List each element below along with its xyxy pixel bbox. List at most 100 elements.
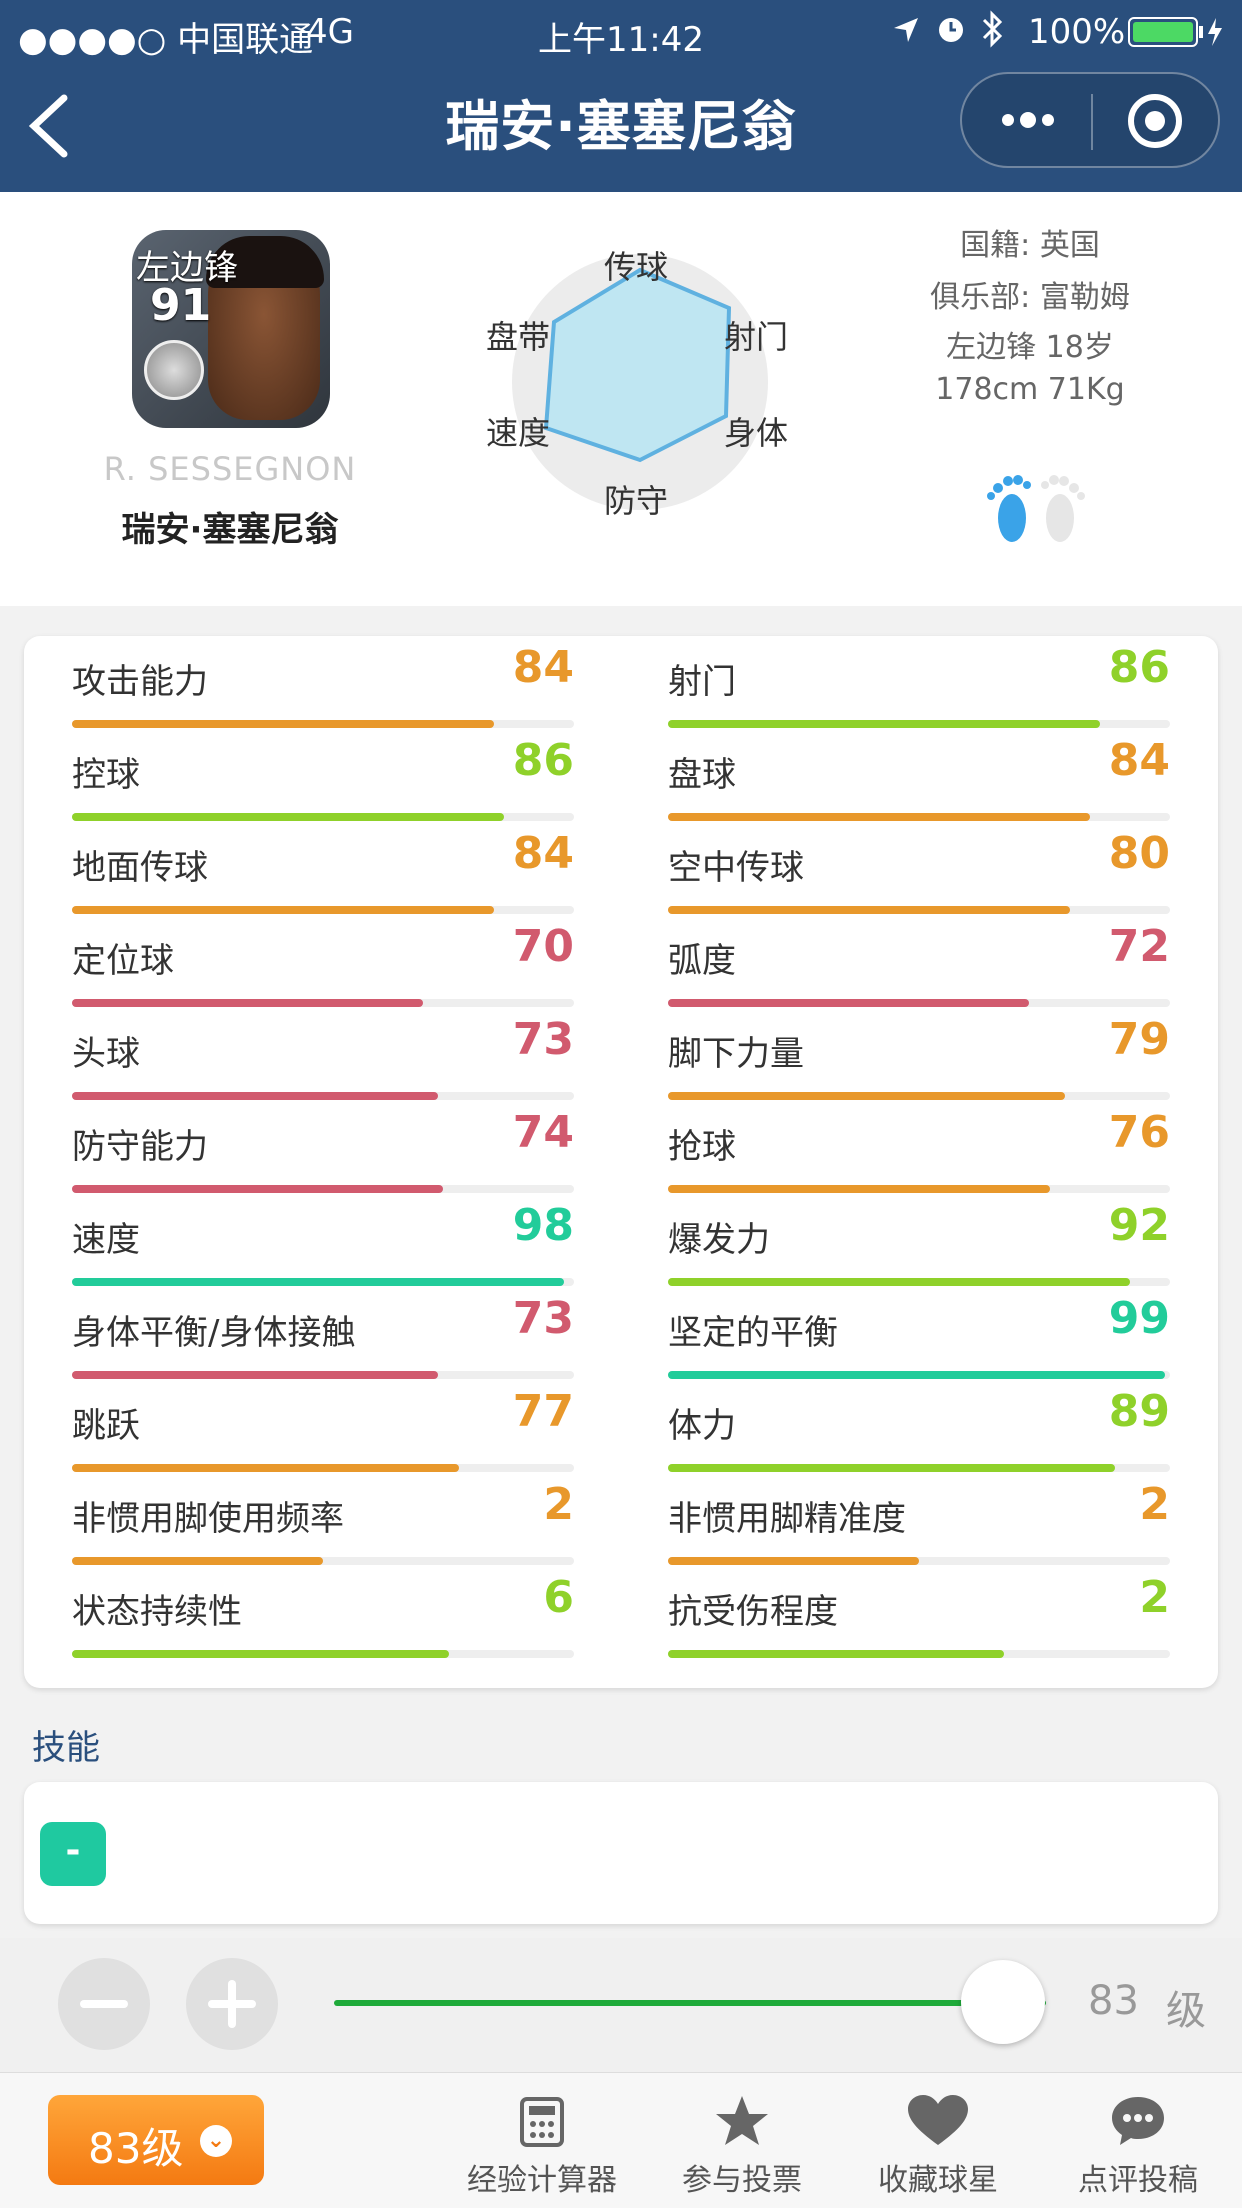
tab-review-label: 点评投稿 bbox=[1078, 2163, 1198, 2198]
stat-value: 6 bbox=[543, 1572, 574, 1623]
stat-label: 攻击能力 bbox=[72, 662, 208, 702]
skill-chip[interactable]: - bbox=[40, 1822, 106, 1886]
stat-label: 射门 bbox=[668, 662, 736, 702]
stat-value: 86 bbox=[1108, 642, 1170, 693]
stat-bar-track bbox=[72, 1092, 574, 1100]
stat-value: 72 bbox=[1108, 921, 1170, 972]
tab-vote-label: 参与投票 bbox=[682, 2163, 802, 2198]
stat-label: 坚定的平衡 bbox=[668, 1313, 838, 1353]
level-increase-button[interactable] bbox=[186, 1958, 278, 2050]
tab-favorite[interactable]: 收藏球星 bbox=[848, 2093, 1028, 2199]
stat-bar-fill bbox=[668, 1092, 1065, 1100]
skills-title: 技能 bbox=[32, 1728, 100, 1768]
radar-label-physical: 身体 bbox=[724, 414, 789, 452]
radar-chart bbox=[512, 254, 768, 510]
stat-value: 70 bbox=[512, 921, 574, 972]
card-rating: 91 bbox=[150, 280, 212, 331]
stat-bar-fill bbox=[668, 1371, 1165, 1379]
location-arrow-icon bbox=[890, 14, 922, 50]
player-name-cn: 瑞安·塞塞尼翁 bbox=[121, 510, 339, 550]
player-photo-hair bbox=[206, 236, 324, 288]
stat-bar-fill bbox=[668, 1278, 1130, 1286]
stat-bar-track bbox=[668, 906, 1170, 914]
stat-bar-fill bbox=[72, 999, 424, 1007]
stat-row: 状态持续性 6 bbox=[72, 1572, 574, 1665]
stat-bar-fill bbox=[72, 813, 504, 821]
stat-row: 抢球 76 bbox=[668, 1107, 1170, 1200]
stat-bar-track bbox=[668, 813, 1170, 821]
stat-row: 头球 73 bbox=[72, 1014, 574, 1107]
stat-label: 头球 bbox=[72, 1034, 140, 1074]
stat-value: 86 bbox=[512, 735, 574, 786]
more-dots-icon[interactable] bbox=[998, 108, 1058, 136]
stat-value: 84 bbox=[512, 642, 574, 693]
stat-value: 84 bbox=[512, 828, 574, 879]
stat-label: 定位球 bbox=[72, 941, 174, 981]
stat-row: 定位球 70 bbox=[72, 921, 574, 1014]
stats-card: 攻击能力 84 射门 86 控球 86 盘球 84 地面传球 84 空中传球 80 定位球 70 弧度 72 头… bbox=[24, 636, 1218, 1688]
stat-bar-fill bbox=[72, 1557, 323, 1565]
stat-row: 抗受伤程度 2 bbox=[668, 1572, 1170, 1665]
stat-row: 控球 86 bbox=[72, 735, 574, 828]
stat-label: 抢球 bbox=[668, 1127, 736, 1167]
battery-icon bbox=[1128, 16, 1228, 52]
stat-label: 防守能力 bbox=[72, 1127, 208, 1167]
close-target-icon[interactable] bbox=[1126, 92, 1184, 154]
chat-bubble-icon bbox=[1112, 2097, 1164, 2145]
minus-icon bbox=[80, 2000, 128, 2008]
radar-label-passing: 传球 bbox=[604, 248, 669, 286]
stat-label: 空中传球 bbox=[668, 848, 804, 888]
stat-value: 2 bbox=[1139, 1479, 1170, 1530]
star-icon bbox=[716, 2096, 768, 2145]
calculator-icon bbox=[520, 2097, 564, 2147]
stat-bar-fill bbox=[72, 1650, 449, 1658]
stat-bar-fill bbox=[668, 720, 1100, 728]
nav-header: ●●●●○ 中国联通 4G 上午11:42 100% 瑞安·塞塞尼翁 bbox=[0, 0, 1242, 192]
level-unit: 级 bbox=[1166, 1988, 1206, 2034]
stat-value: 73 bbox=[512, 1293, 574, 1344]
stat-bar-fill bbox=[72, 1092, 439, 1100]
stat-row: 速度 98 bbox=[72, 1200, 574, 1293]
tab-exp-calculator[interactable]: 经验计算器 bbox=[452, 2093, 632, 2199]
level-select-button[interactable]: 83级 ⌄ bbox=[48, 2095, 264, 2185]
stat-bar-fill bbox=[668, 1650, 1005, 1658]
stat-bar-fill bbox=[668, 1557, 919, 1565]
stat-label: 速度 bbox=[72, 1220, 140, 1260]
stat-bar-fill bbox=[668, 999, 1030, 1007]
radar-label-speed: 速度 bbox=[486, 414, 551, 452]
level-control-bar: 83 级 bbox=[0, 1938, 1242, 2072]
level-decrease-button[interactable] bbox=[58, 1958, 150, 2050]
stat-value: 79 bbox=[1108, 1014, 1170, 1065]
status-time: 上午11:42 bbox=[538, 20, 704, 60]
stat-row: 非惯用脚使用频率 2 bbox=[72, 1479, 574, 1572]
radar-label-defense: 防守 bbox=[604, 482, 669, 520]
player-card: 左边锋 91 bbox=[132, 230, 330, 428]
page-title: 瑞安·塞塞尼翁 bbox=[445, 95, 797, 158]
stat-bar-fill bbox=[72, 1464, 459, 1472]
stat-value: 2 bbox=[543, 1479, 574, 1530]
info-club: 俱乐部: 富勒姆 bbox=[930, 280, 1130, 315]
stat-bar-fill bbox=[72, 720, 494, 728]
alarm-icon bbox=[934, 12, 968, 50]
level-slider-track[interactable] bbox=[334, 2000, 1046, 2006]
stat-bar-track bbox=[72, 906, 574, 914]
stat-row: 弧度 72 bbox=[668, 921, 1170, 1014]
tab-vote[interactable]: 参与投票 bbox=[652, 2093, 832, 2199]
stat-bar-track bbox=[668, 1278, 1170, 1286]
club-badge-icon bbox=[144, 340, 204, 400]
stat-row: 爆发力 92 bbox=[668, 1200, 1170, 1293]
skills-card: - bbox=[24, 1782, 1218, 1924]
stat-bar-track bbox=[668, 720, 1170, 728]
stat-bar-track bbox=[72, 1464, 574, 1472]
stat-label: 状态持续性 bbox=[72, 1592, 242, 1632]
level-slider-thumb[interactable] bbox=[961, 1960, 1046, 2044]
level-select-label: 83级 bbox=[88, 2124, 184, 2173]
back-chevron-icon[interactable] bbox=[26, 92, 70, 164]
stat-label: 弧度 bbox=[668, 941, 736, 981]
stat-bar-fill bbox=[72, 1278, 564, 1286]
player-name-en: R. SESSEGNON bbox=[103, 450, 357, 488]
tab-review[interactable]: 点评投稿 bbox=[1048, 2093, 1228, 2199]
stat-value: 76 bbox=[1108, 1107, 1170, 1158]
tab-exp-calculator-label: 经验计算器 bbox=[467, 2163, 617, 2198]
stat-label: 体力 bbox=[668, 1406, 736, 1446]
